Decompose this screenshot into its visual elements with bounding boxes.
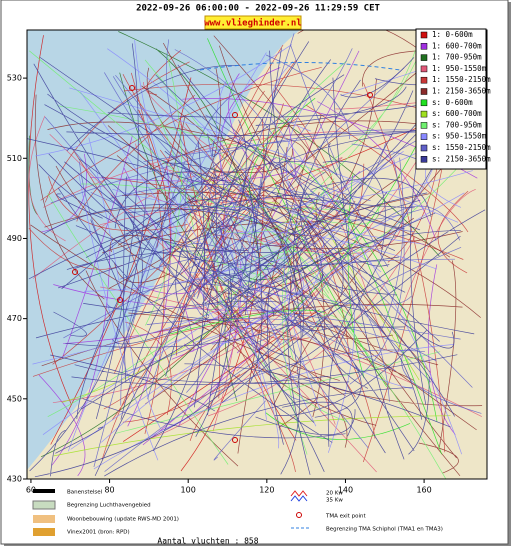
legend-label: s: 2150-3650m <box>432 154 491 163</box>
exit-point <box>117 297 123 303</box>
legend-swatch <box>420 99 428 107</box>
swatch <box>33 515 55 523</box>
x-tick-label: 120 <box>259 486 274 495</box>
x-tick-label: 140 <box>338 486 353 495</box>
legend-swatch <box>420 88 428 95</box>
legend-swatch <box>420 31 428 39</box>
legend-label: s: 600-700m <box>432 109 482 118</box>
flight-count: Aantal vluchten : 858 <box>157 537 258 546</box>
y-tick-label: 530 <box>7 74 22 83</box>
swatch <box>33 489 55 493</box>
exit-point <box>232 112 238 118</box>
legend-swatch <box>420 76 428 84</box>
legend-label: 1: 1550-2150m <box>432 75 491 84</box>
noise-label: 35 Kw <box>326 498 343 504</box>
legend-swatch <box>420 156 428 163</box>
swatch <box>33 528 55 536</box>
legend-label: s: 1550-2150m <box>432 143 491 152</box>
map <box>27 30 487 479</box>
exit-point <box>367 92 373 98</box>
exit-label: TMA exit point <box>325 514 366 520</box>
x-tick-label: 80 <box>104 486 114 495</box>
legend-swatch <box>420 110 428 118</box>
noise-icon <box>290 495 308 502</box>
y-tick-label: 490 <box>7 234 22 243</box>
legend-swatch <box>420 43 428 50</box>
tma-label: Begrenzing TMA Schiphol (TMA1 en TMA3) <box>326 527 443 533</box>
y-tick-label: 510 <box>7 154 22 163</box>
legend-swatch <box>420 122 428 129</box>
legend-label: s: 0-600m <box>432 98 473 107</box>
x-tick-label: 160 <box>416 486 431 495</box>
y-tick-label: 470 <box>7 314 22 323</box>
tma-boundary <box>199 62 401 71</box>
legend-swatch <box>420 144 428 152</box>
legend-label: s: 700-950m <box>432 120 482 129</box>
y-tick-label: 430 <box>7 475 22 484</box>
legend-swatch <box>420 65 428 73</box>
exit-point <box>72 269 78 275</box>
legend-box <box>415 28 487 170</box>
footer-item: Begrenzing Luchthavengebied <box>67 503 151 509</box>
footer-item: Vinex2001 (bron: RPD) <box>67 530 130 536</box>
legend-swatch <box>420 133 428 140</box>
legend-label: 1: 950-1550m <box>432 64 487 73</box>
link-box[interactable] <box>204 15 302 30</box>
footer-item: Banenstelsel <box>67 490 103 496</box>
footer: Banenstelsel Begrenzing Luchthavengebied… <box>32 489 443 546</box>
flight-tracks <box>27 33 486 478</box>
footer-item: Woonbebouwing (update RWS-MD 2001) <box>67 517 179 523</box>
noise-label: 20 Kw <box>326 491 343 497</box>
legend-swatch <box>420 54 428 61</box>
exit-icon <box>296 512 302 518</box>
legend-label: 1: 2150-3650m <box>432 87 491 96</box>
x-tick-label: 100 <box>181 486 196 495</box>
link[interactable]: www.vlieghinder.nl <box>204 18 302 29</box>
exit-point <box>232 437 238 443</box>
swatch <box>32 500 56 510</box>
flight-tracks <box>28 35 480 472</box>
exit-point <box>129 85 135 91</box>
map-border <box>26 29 488 480</box>
title: 2022-09-26 06:00:00 - 2022-09-26 11:29:5… <box>136 4 380 14</box>
legend-label: 1: 0-600m <box>432 30 473 39</box>
legend-label: 1: 600-700m <box>432 41 482 50</box>
legend-label: s: 950-1550m <box>432 132 487 141</box>
y-tick-label: 450 <box>7 394 22 403</box>
noise-icon <box>290 490 308 497</box>
legend: 1: 0-600m 1: 600-700m 1: 700-950m 1: 950-15… <box>415 28 491 170</box>
x-tick-label: 60 <box>26 486 36 495</box>
legend-label: 1: 700-950m <box>432 53 482 62</box>
